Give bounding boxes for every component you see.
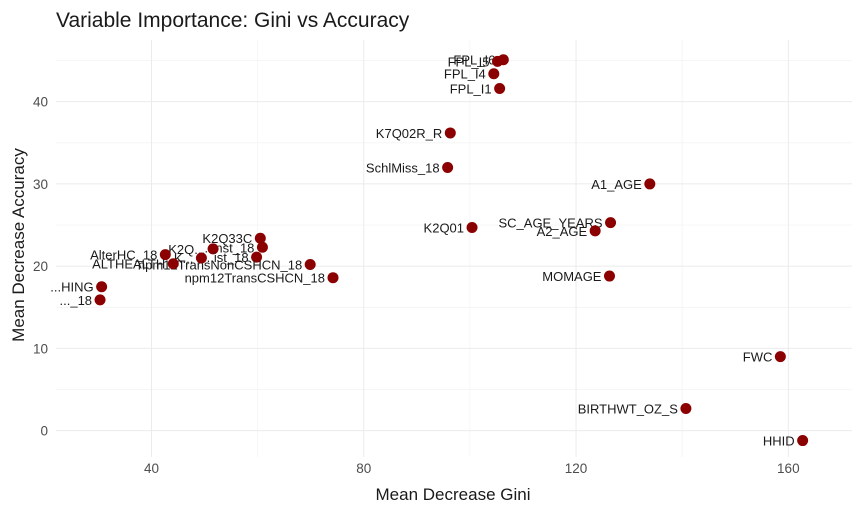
data-point-label: MOMAGE [542, 269, 602, 284]
data-point [442, 161, 454, 173]
data-point-label: K2Q01 [424, 221, 464, 236]
data-point [207, 243, 219, 255]
data-point-label: npm12TransNonCSHCN_18 [138, 258, 302, 273]
y-tick-label: 0 [40, 424, 48, 439]
data-point-label: ALTHEALTH [92, 257, 165, 272]
x-tick-label: 160 [777, 461, 800, 476]
x-tick-label: 80 [356, 461, 371, 476]
data-point-label: FPL_I6 [453, 53, 495, 68]
data-point-label: FPL_I1 [450, 82, 492, 97]
y-tick-label: 10 [33, 341, 48, 356]
data-point-label: FPL_I5 [448, 54, 490, 69]
y-axis-title: Mean Decrease Accuracy [9, 148, 28, 342]
data-point-label: HHID [763, 434, 795, 449]
data-point [251, 251, 263, 263]
data-point-label: A1_AGE [591, 177, 642, 192]
data-point-label: K2Q33C [202, 231, 252, 246]
axis-ticks: 40 80 120 160 0 10 20 30 40 [33, 95, 800, 476]
gridlines [56, 40, 852, 457]
x-tick-label: 40 [144, 461, 159, 476]
data-point [492, 55, 504, 67]
x-tick-label: 120 [565, 461, 588, 476]
data-point [774, 351, 786, 363]
data-point-label: AlterHC_18 [90, 248, 157, 263]
data-point [603, 270, 615, 282]
data-point [167, 258, 179, 270]
y-tick-label: 30 [33, 177, 48, 192]
y-tick-label: 20 [33, 259, 48, 274]
data-point [195, 252, 207, 264]
chart-title: Variable Importance: Gini vs Accuracy [56, 9, 410, 32]
data-point [797, 435, 809, 447]
data-point-label: npm12TransCSHCN_18 [185, 271, 325, 286]
data-point-label: SchlMiss_18 [366, 160, 440, 175]
data-point [644, 178, 656, 190]
data-point-label: FWC [743, 350, 773, 365]
data-point-label: K... [174, 251, 194, 266]
data-point [605, 217, 617, 229]
data-point [466, 222, 478, 234]
data-point-label: ...HING [50, 280, 93, 295]
data-point [94, 294, 106, 306]
data-point-label: ...ist_18 [203, 250, 249, 265]
data-point [488, 68, 500, 80]
y-tick-label: 40 [33, 95, 48, 110]
x-axis-title: Mean Decrease Gini [376, 485, 531, 504]
data-point-label: SC_AGE_YEARS [498, 216, 602, 231]
data-point [159, 249, 171, 261]
data-point [680, 402, 692, 414]
data-point-label: A2_AGE [537, 224, 588, 239]
data-point [444, 127, 456, 139]
data-point [96, 281, 108, 293]
data-point [304, 259, 316, 271]
data-point [254, 232, 266, 244]
data-point-label: FPL_I4 [444, 67, 486, 82]
data-point [589, 225, 601, 237]
data-point-label: BIRTHWT_OZ_S [578, 401, 678, 416]
data-point-label: K2Q... [168, 242, 205, 257]
data-point-label: ..._18 [60, 293, 93, 308]
data-point [494, 83, 506, 95]
data-point [256, 241, 268, 253]
data-point [327, 272, 339, 284]
data-point-label: K7Q02R_R [376, 126, 442, 141]
